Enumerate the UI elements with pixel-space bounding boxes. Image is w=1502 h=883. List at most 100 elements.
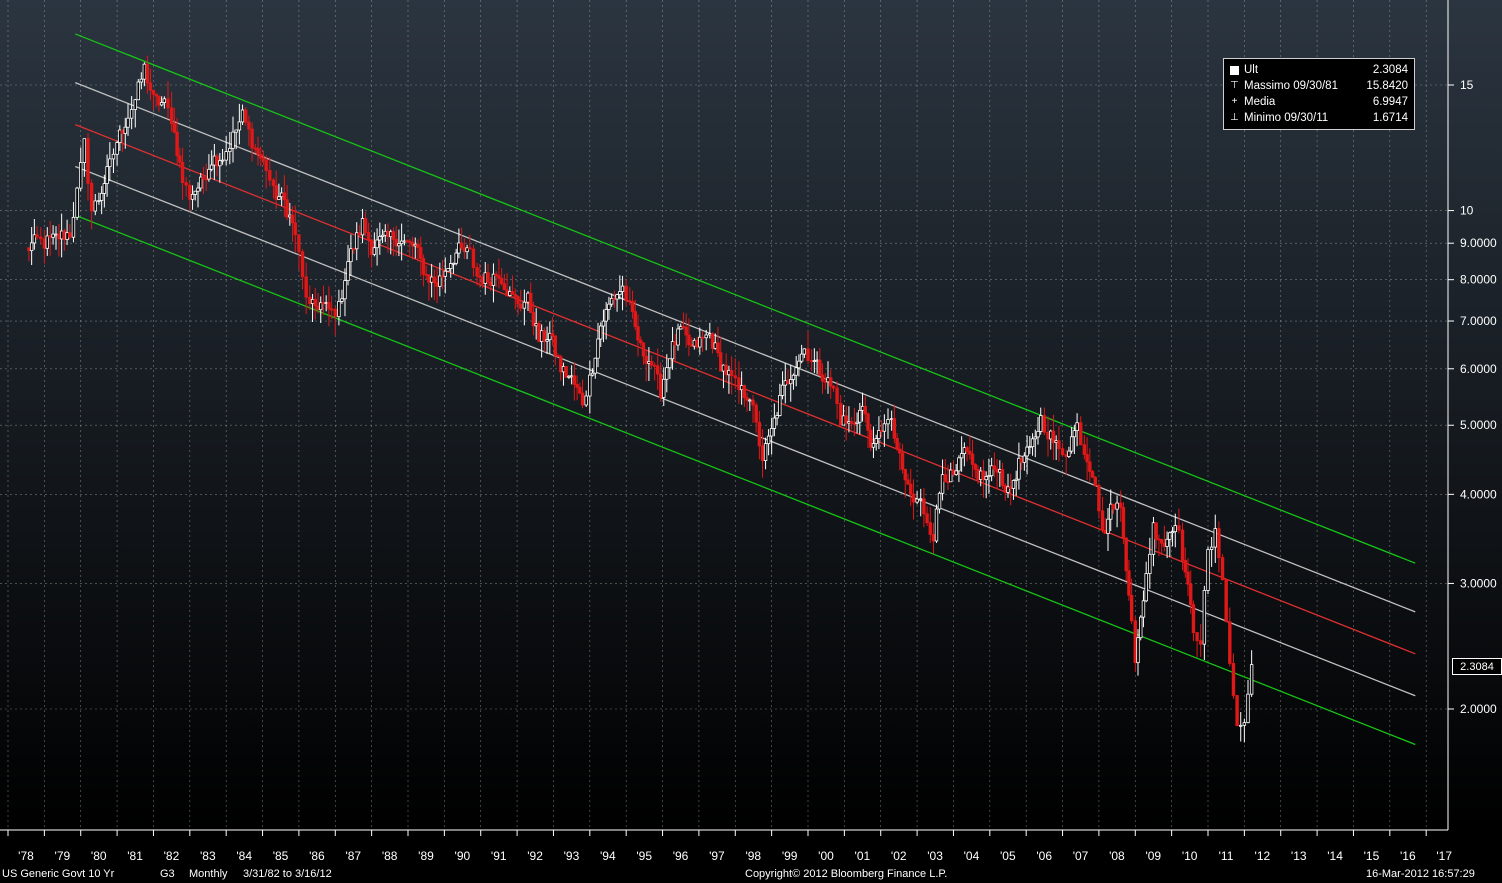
date-range: 3/31/82 to 3/16/12 xyxy=(243,868,332,880)
candle-body xyxy=(1009,486,1013,489)
y-tick-label: 3.0000 xyxy=(1460,576,1497,590)
candle-body xyxy=(561,366,566,373)
candle-body xyxy=(480,276,485,284)
candle-body xyxy=(906,479,910,485)
candle-body xyxy=(898,448,902,454)
candle-body xyxy=(136,81,141,101)
candle-body xyxy=(346,261,350,282)
candle-body xyxy=(892,418,897,439)
candle-body xyxy=(537,323,541,342)
candle-body xyxy=(237,121,242,131)
candle-body xyxy=(1100,510,1105,531)
candle-body xyxy=(102,183,107,194)
candle-body xyxy=(1069,436,1074,452)
candle-body xyxy=(931,533,936,542)
candle-body xyxy=(357,232,362,236)
candle-body xyxy=(624,285,628,302)
candle-body xyxy=(973,464,977,470)
last-value-tag: 2.3084 xyxy=(1452,658,1502,675)
candle-body xyxy=(934,508,939,542)
candle-body xyxy=(584,395,588,406)
candle-body xyxy=(729,370,734,377)
candle-body xyxy=(915,498,919,503)
candle-body xyxy=(471,248,476,268)
candle-body xyxy=(844,415,848,424)
candle-body xyxy=(247,121,251,130)
candle-body xyxy=(1183,560,1187,573)
y-tick-label: 4.0000 xyxy=(1460,487,1497,501)
candle-body xyxy=(569,375,574,378)
candle-body xyxy=(429,276,434,283)
candle-body xyxy=(612,298,617,300)
candle-body xyxy=(526,292,530,303)
candle-body xyxy=(410,241,415,247)
candle-body xyxy=(32,234,37,244)
x-tick-label: '11 xyxy=(1219,849,1234,863)
candle-body xyxy=(1082,444,1087,455)
candle-body xyxy=(760,445,765,462)
candle-body xyxy=(754,404,758,423)
candle-body xyxy=(421,258,426,275)
candle-body xyxy=(399,240,404,245)
x-tick-label: '03 xyxy=(927,849,943,863)
candle-body xyxy=(965,447,969,452)
candle-body xyxy=(553,335,557,356)
candle-body xyxy=(684,326,688,336)
candle-body xyxy=(1060,448,1065,456)
candle-body xyxy=(465,247,469,253)
candle-body xyxy=(957,457,961,472)
timestamp: 16-Mar-2012 16:57:29 xyxy=(1366,868,1475,880)
candle-body xyxy=(869,429,873,448)
candle-body xyxy=(519,303,523,309)
candle-body xyxy=(319,302,323,311)
x-tick-label: '80 xyxy=(91,849,107,863)
candle-body xyxy=(48,235,52,238)
candle-body xyxy=(1049,430,1053,440)
candle-body xyxy=(491,273,496,286)
candle-body xyxy=(380,234,385,237)
candle-body xyxy=(615,294,619,300)
x-tick-label: '00 xyxy=(818,849,834,863)
candle-body xyxy=(1168,532,1172,540)
candle-body xyxy=(708,333,712,336)
candle-body xyxy=(877,430,881,439)
candle-body xyxy=(220,159,225,162)
candle-body xyxy=(432,276,437,283)
channel-upper-inner-line xyxy=(75,82,1416,613)
x-tick-label: '88 xyxy=(382,849,398,863)
candle-body xyxy=(435,282,439,287)
candle-body xyxy=(1239,724,1243,727)
footer-bar: US Generic Govt 10 Yr G3 Monthly 3/31/82… xyxy=(0,866,1502,883)
candle-body xyxy=(1127,570,1131,596)
x-tick-label: '93 xyxy=(564,849,580,863)
average-marker-icon: + xyxy=(1231,96,1238,107)
candle-body xyxy=(1022,455,1027,463)
candle-body xyxy=(791,374,796,380)
candle-body xyxy=(564,366,568,378)
candle-body xyxy=(895,437,899,450)
price-series xyxy=(27,55,1254,743)
candle-body xyxy=(505,289,509,296)
candle-body xyxy=(324,302,328,304)
grid xyxy=(0,0,1448,830)
candle-body xyxy=(599,325,603,340)
candle-body xyxy=(142,63,147,80)
candle-body xyxy=(508,291,512,296)
candle-body xyxy=(118,129,122,143)
candle-body xyxy=(184,182,188,186)
candle-body xyxy=(818,359,822,376)
x-tick-label: '98 xyxy=(745,849,761,863)
candle-body xyxy=(940,474,945,494)
candle-body xyxy=(668,358,672,369)
candle-body xyxy=(178,155,182,163)
candle-body xyxy=(733,375,737,379)
candle-body xyxy=(852,422,857,425)
candle-body xyxy=(1042,415,1047,433)
candle-body xyxy=(316,305,320,311)
x-tick-label: '07 xyxy=(1073,849,1089,863)
candle-body xyxy=(389,231,393,238)
candle-body xyxy=(1213,528,1217,548)
candle-body xyxy=(166,98,170,109)
candle-body xyxy=(1111,503,1116,510)
